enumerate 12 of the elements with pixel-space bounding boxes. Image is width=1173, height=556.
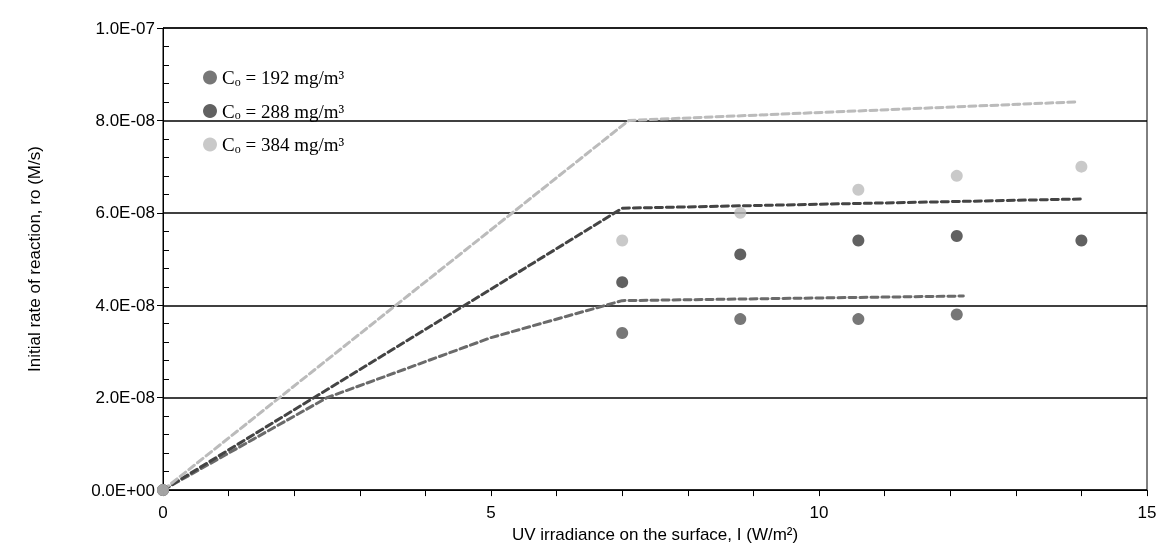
y-axis-title: Initial rate of reaction, ro (M/s) xyxy=(25,146,44,372)
x-tick-label: 10 xyxy=(809,503,829,523)
y-tick-label: 0.0E+00 xyxy=(91,480,155,500)
y-tick-label: 1.0E-07 xyxy=(95,18,155,38)
x-axis-title: UV irradiance on the surface, I (W/m²) xyxy=(511,525,799,544)
x-tick-label: 0 xyxy=(158,503,168,523)
x-tick-label: 5 xyxy=(486,503,496,523)
y-tick-label: 8.0E-08 xyxy=(95,110,155,130)
y-tick-label: 2.0E-08 xyxy=(95,388,155,408)
y-tick-label: 6.0E-08 xyxy=(95,203,155,223)
x-tick-label: 15 xyxy=(1137,503,1157,523)
y-tick-label: 4.0E-08 xyxy=(95,295,155,315)
